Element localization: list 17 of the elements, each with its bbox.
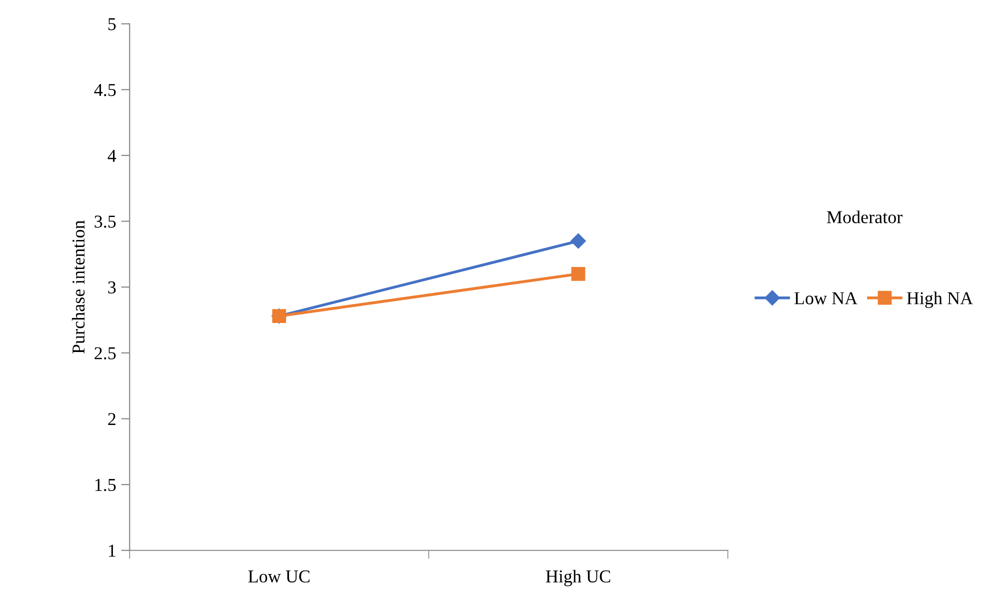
legend-label: Low NA [794,292,858,304]
y-tick-label: 4.5 [94,84,116,96]
legend-label: High NA [906,292,973,308]
y-tick-label: 1.5 [95,478,116,492]
y-tick-label: 1 [108,544,116,557]
y-tick-label: 3 [108,281,116,294]
y-tick-label: 3.5 [94,216,116,228]
point [570,233,586,249]
y-tick-label: 2.5 [94,347,116,360]
point [571,266,586,281]
x-tick-label: Low UC [248,570,310,583]
y-tick-label: 5 [108,18,116,30]
y-axis-title: Purchase intention [72,220,85,354]
y-tick-label: 4 [108,150,116,162]
y-tick-label: 2 [108,413,116,425]
legend-title: Moderator [826,210,902,224]
x-tick-label: High UC [546,570,610,586]
